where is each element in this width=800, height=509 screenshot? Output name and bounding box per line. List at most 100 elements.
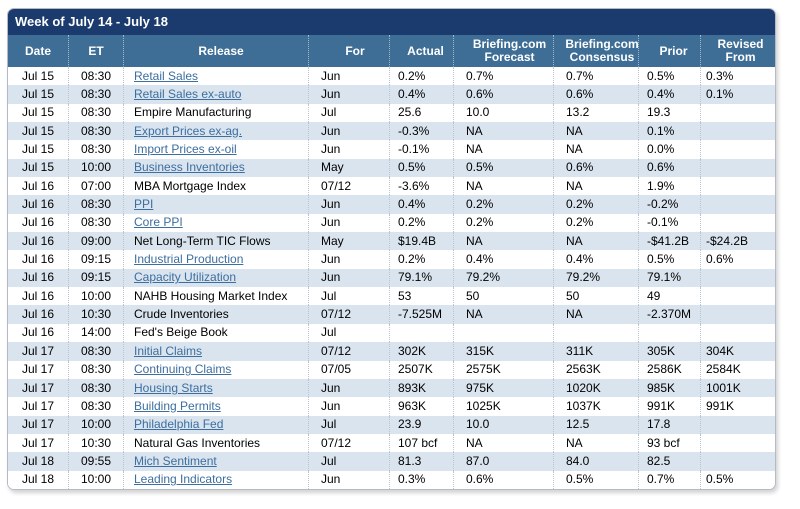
cell-actual: 963K [390,397,454,416]
cell-et: 10:00 [69,158,124,178]
cell-et: 08:30 [69,342,124,361]
cell-consensus: 12.5 [554,415,639,434]
cell-revised: 0.1% [706,87,734,102]
cell-consensus: 79.2% [554,268,639,288]
release-link[interactable]: Continuing Claims [134,362,232,377]
release-link[interactable]: Industrial Production [134,252,244,267]
cell-actual: 0.5% [390,158,454,178]
release-link[interactable]: Housing Starts [134,380,213,395]
cell-actual: 53 [390,287,454,306]
release-link[interactable]: Retail Sales ex-auto [134,87,242,102]
table-row: Jul 16 09:15 Industrial Production Jun 0.2% 0… [8,250,775,269]
cell-date: Jul 16 [8,268,69,288]
cell-prior: 93 bcf [639,433,701,453]
release-link[interactable]: Import Prices ex-oil [134,142,237,157]
cell-prior: 2586K [639,360,701,379]
table-row: Jul 17 08:30 Continuing Claims 07/05 2507K 25… [8,360,775,379]
cell-et: 08:30 [69,195,124,214]
cell-for: Jun [309,268,390,288]
cell-et: 08:30 [69,67,124,86]
release-link[interactable]: Core PPI [134,215,183,230]
cell-forecast: 0.6% [454,85,554,104]
column-header-forecast: Briefing.com Forecast [454,35,554,67]
cell-revised [701,287,775,305]
cell-forecast: 10.0 [454,415,554,434]
cell-et: 08:30 [69,378,124,398]
cell-forecast: 0.2% [454,213,554,233]
cell-forecast: 50 [454,287,554,306]
column-header-actual: Actual [390,35,454,67]
cell-date: Jul 15 [8,140,69,159]
cell-et: 09:55 [69,452,124,471]
release-link[interactable]: Building Permits [134,398,221,413]
cell-prior: -$41.2B [639,232,701,251]
cell-consensus: 1020K [554,378,639,398]
cell-consensus: 0.5% [554,470,639,489]
table-row: Jul 16 10:30 Crude Inventories 07/12 -7.525M… [8,305,775,324]
cell-revised: 0.3% [706,68,734,83]
cell-actual: 0.2% [390,213,454,233]
cell-actual: 81.3 [390,452,454,471]
release-link[interactable]: Capacity Utilization [134,270,237,285]
cell-release: Crude Inventories [124,305,309,324]
cell-prior: 17.8 [639,415,701,434]
cell-revised [701,159,775,177]
week-title: Week of July 14 - July 18 [8,9,775,35]
cell-date: Jul 15 [8,67,69,86]
cell-release: Business Inventories [124,158,309,178]
cell-release: Net Long-Term TIC Flows [124,232,309,251]
release-link[interactable]: Export Prices ex-ag. [134,123,243,138]
cell-actual: 0.2% [390,250,454,269]
cell-revised [701,214,775,232]
release-link[interactable]: Philadelphia Fed [134,417,224,432]
cell-date: Jul 18 [8,470,69,489]
cell-et: 10:00 [69,470,124,489]
release-link[interactable]: Mich Sentiment [134,453,217,468]
cell-for: Jul [309,452,390,471]
column-header-consensus: Briefing.com Consensus [554,35,639,67]
release-link[interactable]: Initial Claims [134,343,203,358]
cell-date: Jul 16 [8,250,69,269]
cell-release: Core PPI [124,213,309,233]
cell-release: Philadelphia Fed [124,415,309,434]
table-row: Jul 15 08:30 Retail Sales Jun 0.2% 0.7% 0.7% 0.… [8,67,775,86]
cell-et: 14:00 [69,323,124,343]
cell-for: Jun [309,397,390,416]
cell-date: Jul 15 [8,122,69,141]
cell-et: 10:00 [69,287,124,306]
cell-actual: 0.3% [390,470,454,489]
cell-forecast: 0.6% [454,470,554,489]
cell-et: 09:15 [69,268,124,288]
table-row: Jul 17 08:30 Building Permits Jun 963K 1025K 1… [8,397,775,416]
cell-release: Continuing Claims [124,360,309,379]
cell-release: Initial Claims [124,342,309,361]
release-link[interactable]: Leading Indicators [134,472,233,487]
table-row: Jul 16 09:00 Net Long-Term TIC Flows May $19… [8,232,775,251]
cell-forecast: 79.2% [454,268,554,288]
release-link[interactable]: PPI [134,197,154,212]
cell-prior: 19.3 [639,103,701,123]
cell-actual: 0.2% [390,67,454,86]
column-header-for: For [309,35,390,67]
cell-for: 07/12 [309,305,390,324]
table-row: Jul 16 14:00 Fed's Beige Book Jul [8,323,775,343]
release-link[interactable]: Business Inventories [134,160,245,175]
release-label: Empire Manufacturing [134,105,252,120]
release-label: NAHB Housing Market Index [134,288,288,303]
cell-actual: 0.4% [390,195,454,214]
cell-revised [701,434,775,452]
cell-for: Jun [309,250,390,269]
cell-date: Jul 16 [8,195,69,214]
cell-release: NAHB Housing Market Index [124,287,309,306]
cell-revised: 991K [706,398,735,413]
cell-et: 10:30 [69,305,124,324]
cell-date: Jul 16 [8,177,69,196]
cell-release: Leading Indicators [124,470,309,489]
cell-consensus: 311K [554,342,639,361]
cell-forecast: NA [454,140,554,159]
cell-date: Jul 17 [8,433,69,453]
cell-et: 10:30 [69,433,124,453]
table-row: Jul 15 08:30 Retail Sales ex-auto Jun 0.4% 0.… [8,85,775,104]
release-link[interactable]: Retail Sales [134,68,199,83]
cell-actual: 302K [390,342,454,361]
